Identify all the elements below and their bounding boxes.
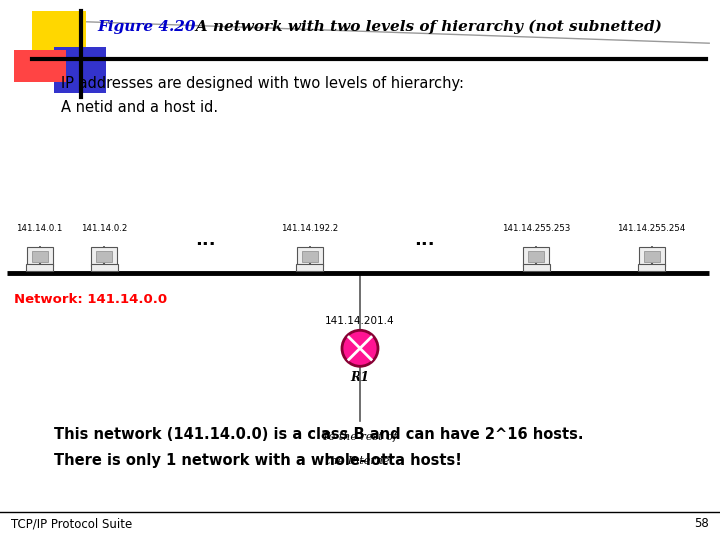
FancyBboxPatch shape: [523, 264, 550, 271]
FancyBboxPatch shape: [32, 251, 48, 262]
Text: This network (141.14.0.0) is a class B and can have 2^16 hosts.: This network (141.14.0.0) is a class B a…: [54, 427, 583, 442]
FancyBboxPatch shape: [26, 264, 53, 271]
Text: Network: 141.14.0.0: Network: 141.14.0.0: [14, 293, 168, 306]
FancyBboxPatch shape: [644, 251, 660, 262]
FancyBboxPatch shape: [297, 247, 323, 266]
FancyBboxPatch shape: [32, 11, 86, 57]
Text: Figure 4.20: Figure 4.20: [97, 20, 196, 34]
FancyBboxPatch shape: [296, 264, 323, 271]
Text: 141.14.0.2: 141.14.0.2: [81, 224, 127, 233]
Text: IP addresses are designed with two levels of hierarchy:: IP addresses are designed with two level…: [61, 76, 464, 91]
FancyBboxPatch shape: [528, 251, 544, 262]
FancyBboxPatch shape: [54, 47, 106, 93]
Text: To the rest of: To the rest of: [323, 432, 397, 442]
FancyBboxPatch shape: [91, 264, 118, 271]
FancyBboxPatch shape: [639, 247, 665, 266]
Text: 141.14.201.4: 141.14.201.4: [325, 316, 395, 326]
Text: A netid and a host id.: A netid and a host id.: [61, 100, 218, 116]
Text: 141.14.192.2: 141.14.192.2: [281, 224, 338, 233]
FancyBboxPatch shape: [638, 264, 665, 271]
Text: A network with two levels of hierarchy (not subnetted): A network with two levels of hierarchy (…: [180, 20, 662, 34]
FancyBboxPatch shape: [302, 251, 318, 262]
Text: 141.14.255.253: 141.14.255.253: [503, 224, 570, 233]
FancyBboxPatch shape: [523, 247, 549, 266]
FancyBboxPatch shape: [91, 247, 117, 266]
FancyBboxPatch shape: [14, 50, 66, 82]
Text: the Internet: the Internet: [326, 456, 394, 467]
Text: 141.14.255.254: 141.14.255.254: [618, 224, 685, 233]
Text: There is only 1 network with a whole-lotta hosts!: There is only 1 network with a whole-lot…: [54, 453, 462, 468]
Text: 58: 58: [695, 517, 709, 530]
FancyBboxPatch shape: [27, 247, 53, 266]
Text: ...: ...: [195, 231, 215, 249]
Text: 141.14.0.1: 141.14.0.1: [17, 224, 63, 233]
Text: ...: ...: [415, 231, 435, 249]
FancyBboxPatch shape: [96, 251, 112, 262]
Text: TCP/IP Protocol Suite: TCP/IP Protocol Suite: [11, 517, 132, 530]
Text: R1: R1: [351, 370, 369, 383]
Ellipse shape: [342, 330, 378, 366]
